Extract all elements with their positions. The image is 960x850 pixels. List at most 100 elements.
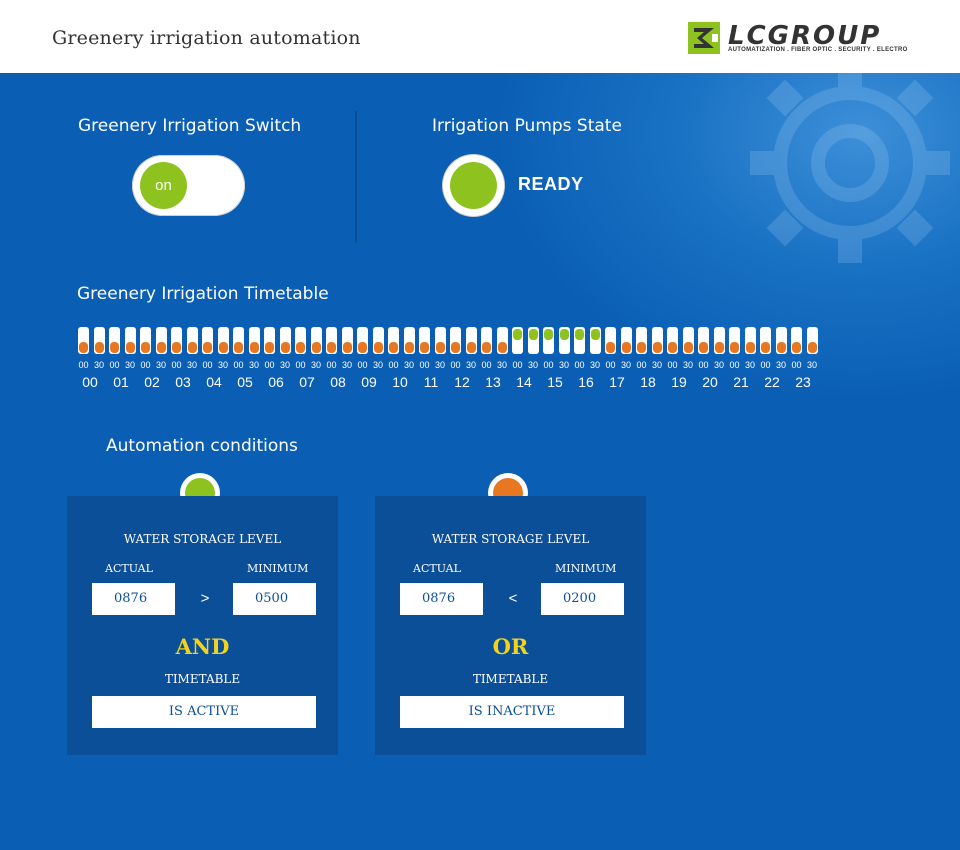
timetable-slot-01-00[interactable] [109, 327, 120, 354]
slot-indicator [575, 329, 584, 340]
timetable-slot-21-00[interactable] [729, 327, 740, 354]
hour-label: 06 [268, 374, 284, 390]
timetable-slot-07-30[interactable] [310, 327, 322, 354]
timetable-slot-16-30[interactable] [589, 327, 601, 354]
minimum-value-field[interactable]: 0500 [233, 583, 316, 615]
timetable-slot-10-00[interactable] [388, 327, 399, 354]
timetable-title: Greenery Irrigation Timetable [77, 284, 329, 304]
minute-label: 00 [512, 360, 523, 370]
timetable-slot-14-30[interactable] [527, 327, 539, 354]
timetable-slot-15-30[interactable] [558, 327, 570, 354]
hour-label: 23 [795, 374, 811, 390]
timetable-slot-21-30[interactable] [744, 327, 756, 354]
timetable-slot-02-00[interactable] [140, 327, 151, 354]
slot-indicator [559, 329, 569, 340]
slot-indicator [668, 342, 677, 353]
timetable-slot-17-30[interactable] [620, 327, 632, 354]
timetable-slot-18-00[interactable] [636, 327, 647, 354]
hour-label: 03 [175, 374, 191, 390]
minute-label: 00 [481, 360, 492, 370]
slot-indicator [234, 342, 243, 353]
hour-label: 22 [764, 374, 780, 390]
minimum-label: MINIMUM [247, 562, 309, 575]
minute-label: 30 [124, 360, 135, 370]
timetable-slot-10-30[interactable] [403, 327, 415, 354]
timetable-slot-19-00[interactable] [667, 327, 678, 354]
timetable-slot-13-30[interactable] [496, 327, 508, 354]
timetable-slot-05-00[interactable] [233, 327, 244, 354]
timetable-slot-09-00[interactable] [357, 327, 368, 354]
timetable-slot-06-00[interactable] [264, 327, 275, 354]
timetable-slot-01-30[interactable] [124, 327, 136, 354]
actual-value-field[interactable]: 0876 [92, 583, 175, 615]
minute-label: 00 [698, 360, 709, 370]
timetable-slot-09-30[interactable] [372, 327, 384, 354]
timetable-slot-22-00[interactable] [760, 327, 771, 354]
slot-indicator [466, 342, 476, 353]
timetable-slot-22-30[interactable] [775, 327, 787, 354]
minute-label: 30 [279, 360, 290, 370]
hour-label: 09 [361, 374, 377, 390]
slot-indicator [373, 342, 383, 353]
timetable-slot-13-00[interactable] [481, 327, 492, 354]
timetable-slot-19-30[interactable] [682, 327, 694, 354]
timetable-slot-03-00[interactable] [171, 327, 182, 354]
timetable-status-field[interactable]: IS INACTIVE [400, 696, 624, 728]
timetable-slot-00-30[interactable] [93, 327, 105, 354]
minute-label: 00 [295, 360, 306, 370]
minute-label: 30 [341, 360, 352, 370]
actual-value-field[interactable]: 0876 [400, 583, 483, 615]
minute-label: 00 [357, 360, 368, 370]
timetable-slot-08-30[interactable] [341, 327, 353, 354]
timetable-slot-18-30[interactable] [651, 327, 663, 354]
timetable-slot-05-30[interactable] [248, 327, 260, 354]
timetable-slot-06-30[interactable] [279, 327, 291, 354]
minute-label: 30 [403, 360, 414, 370]
minute-label: 30 [155, 360, 166, 370]
slot-indicator [590, 329, 600, 340]
timetable-slot-15-00[interactable] [543, 327, 554, 354]
irrigation-switch-toggle[interactable]: on [132, 155, 245, 216]
hour-label: 10 [392, 374, 408, 390]
gear-icon [750, 73, 950, 263]
slot-indicator [637, 342, 646, 353]
slot-indicator [141, 342, 150, 353]
timetable-slot-04-30[interactable] [217, 327, 229, 354]
timetable-slot-03-30[interactable] [186, 327, 198, 354]
minute-label: 30 [372, 360, 383, 370]
timetable-slot-02-30[interactable] [155, 327, 167, 354]
timetable-slot-17-00[interactable] [605, 327, 616, 354]
timetable-slot-20-30[interactable] [713, 327, 725, 354]
timetable-slot-11-00[interactable] [419, 327, 430, 354]
hour-label: 20 [702, 374, 718, 390]
timetable-slot-08-00[interactable] [326, 327, 337, 354]
minute-label: 00 [605, 360, 616, 370]
slot-indicator [125, 342, 135, 353]
timetable-slot-12-30[interactable] [465, 327, 477, 354]
comparison-operator: > [200, 590, 210, 607]
timetable-slot-12-00[interactable] [450, 327, 461, 354]
timetable-slot-04-00[interactable] [202, 327, 213, 354]
timetable-slot-16-00[interactable] [574, 327, 585, 354]
timetable-slot-14-00[interactable] [512, 327, 523, 354]
minute-label: 30 [744, 360, 755, 370]
minute-label: 00 [171, 360, 182, 370]
minute-label: 00 [326, 360, 337, 370]
timetable-slot-11-30[interactable] [434, 327, 446, 354]
timetable-slot-23-00[interactable] [791, 327, 802, 354]
actual-label: ACTUAL [105, 562, 153, 575]
slot-indicator [265, 342, 274, 353]
timetable-slot-23-30[interactable] [806, 327, 818, 354]
timetable-slot-20-00[interactable] [698, 327, 709, 354]
company-logo: LCGROUP AUTOMATIZATION . FIBER OPTIC . S… [688, 20, 920, 56]
hour-label: 13 [485, 374, 501, 390]
timetable-status-field[interactable]: IS ACTIVE [92, 696, 316, 728]
timetable-slot-07-00[interactable] [295, 327, 306, 354]
condition-panel-1: WATER STORAGE LEVEL ACTUAL MINIMUM 0876 … [67, 496, 338, 755]
minute-label: 00 [202, 360, 213, 370]
minimum-value-field[interactable]: 0200 [541, 583, 624, 615]
condition-panel-2: WATER STORAGE LEVEL ACTUAL MINIMUM 0876 … [375, 496, 646, 755]
minute-label: 30 [651, 360, 662, 370]
timetable-slot-00-00[interactable] [78, 327, 89, 354]
slot-indicator [342, 342, 352, 353]
